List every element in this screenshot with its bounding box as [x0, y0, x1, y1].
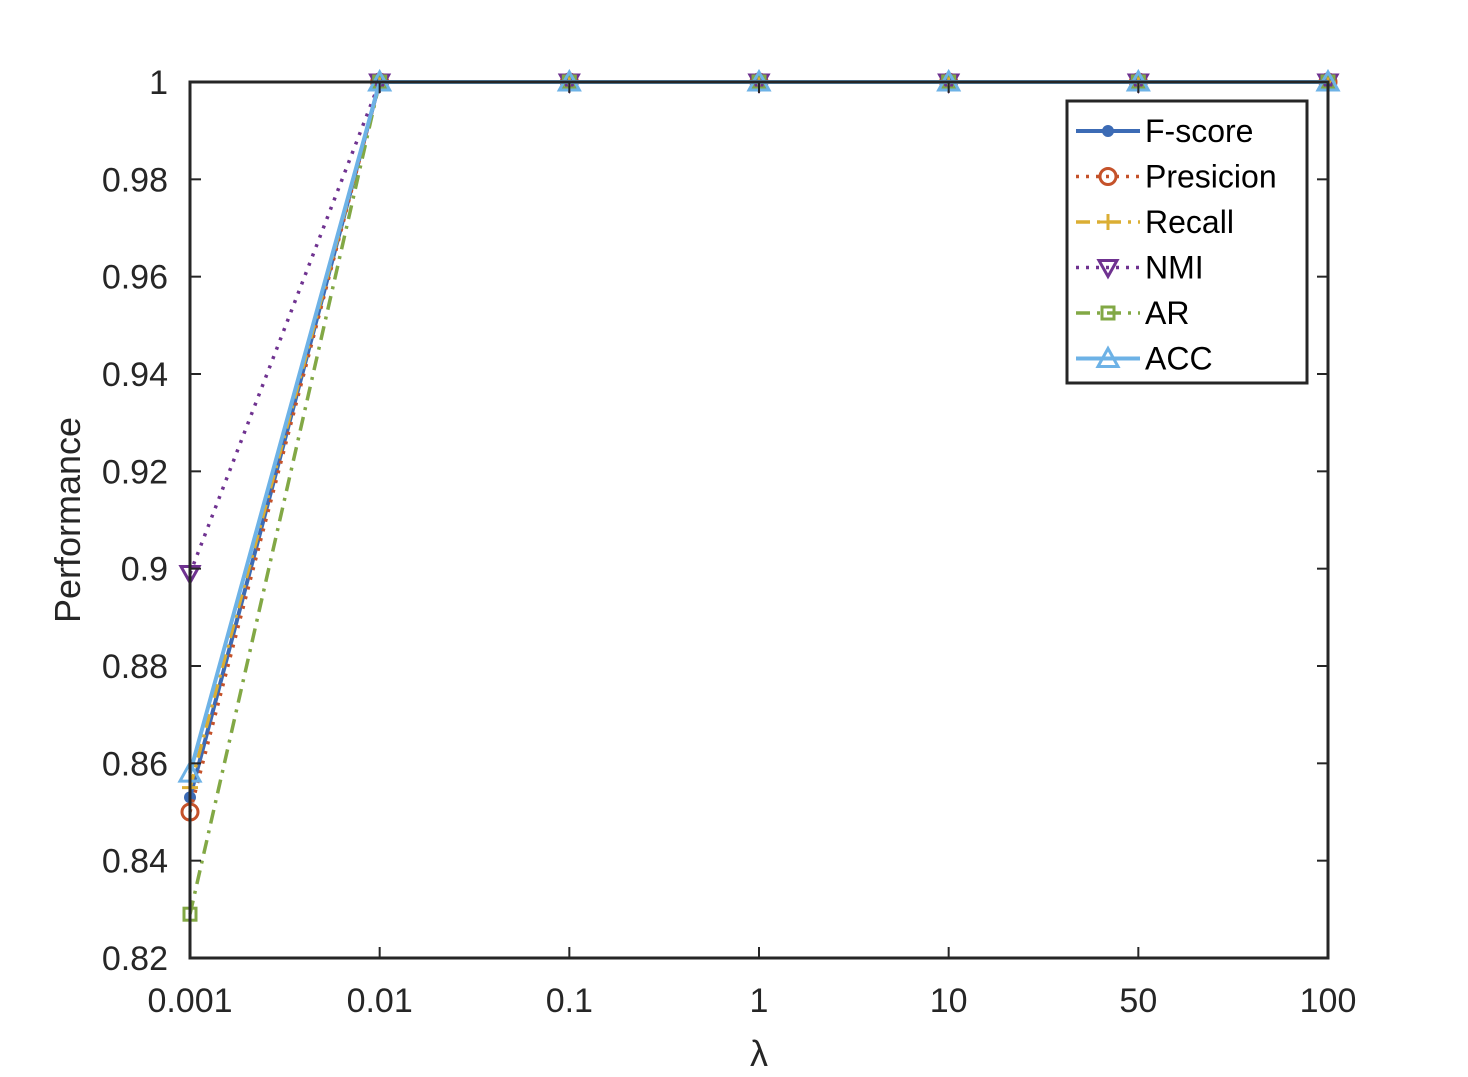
- y-tick-label: 0.98: [102, 161, 168, 199]
- legend-entry-f-score: F-score: [1076, 113, 1253, 149]
- legend-label-presicion: Presicion: [1145, 159, 1277, 195]
- legend-label-nmi: NMI: [1145, 250, 1204, 286]
- x-tick-label: 100: [1300, 982, 1357, 1020]
- y-tick-label: 1: [149, 64, 168, 102]
- legend-entry-acc: ACC: [1076, 341, 1213, 377]
- y-tick-label: 0.9: [121, 551, 168, 589]
- legend-marker-recall: [1100, 214, 1116, 230]
- ticks-layer: 0.001 0.01 0.1 1 10 50 100 0.82 0.84 0.86 0.88 0.9 0…: [102, 64, 1357, 1020]
- y-tick-label: 0.84: [102, 843, 168, 881]
- x-tick-label: 1: [750, 982, 769, 1020]
- legend-box: [1065, 99, 1309, 385]
- y-tick-label: 0.86: [102, 745, 168, 783]
- legend-label-acc: ACC: [1145, 341, 1213, 377]
- x-tick-label: 10: [930, 982, 968, 1020]
- x-axis-title: λ: [750, 1033, 768, 1074]
- legend-marker-ar: [1100, 305, 1116, 321]
- legend-marker-acc: [1095, 345, 1121, 368]
- y-tick-label: 0.82: [102, 940, 168, 978]
- y-tick-label: 0.92: [102, 453, 168, 491]
- legend-label-ar: AR: [1145, 295, 1189, 331]
- x-tick-label: 0.1: [546, 982, 593, 1020]
- x-tick-label: 50: [1119, 982, 1157, 1020]
- legend-entry-ar: AR: [1076, 295, 1189, 331]
- legend-marker-nmi: [1096, 259, 1120, 280]
- x-tick-label: 0.01: [347, 982, 413, 1020]
- x-tick-label: 0.001: [147, 982, 232, 1020]
- legend: F-score Presicion Recall NMI AR ACC: [1065, 99, 1309, 385]
- legend-label-f-score: F-score: [1145, 113, 1253, 149]
- y-tick-label: 0.96: [102, 259, 168, 297]
- legend-label-recall: Recall: [1145, 204, 1234, 240]
- legend-marker-presicion: [1098, 167, 1118, 186]
- legend-entry-presicion: Presicion: [1076, 159, 1277, 195]
- y-tick-label: 0.94: [102, 356, 168, 394]
- legend-marker-f-score: [1102, 125, 1114, 137]
- y-axis-title: Performance: [47, 417, 88, 623]
- legend-entry-nmi: NMI: [1076, 250, 1204, 286]
- y-tick-label: 0.88: [102, 648, 168, 686]
- legend-entry-recall: Recall: [1076, 204, 1234, 240]
